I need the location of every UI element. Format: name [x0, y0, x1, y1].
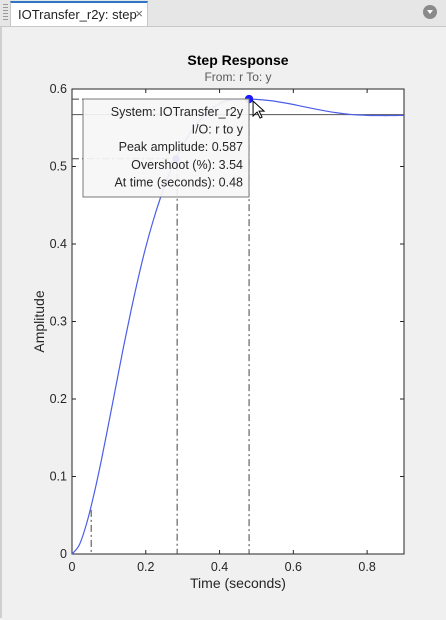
step-response-chart[interactable]: Step Response From: r To: y Time (second… — [4, 27, 442, 615]
tip-overshoot: Overshoot (%): 3.54 — [131, 158, 243, 172]
mouse-cursor-icon — [252, 99, 266, 119]
tab-bar: IOTransfer_r2y: step × — [0, 0, 446, 27]
y-tick-label: 0.5 — [50, 160, 67, 174]
chart-title: Step Response — [187, 52, 288, 68]
x-axis-label: Time (seconds) — [190, 575, 286, 591]
tab-label: IOTransfer_r2y: step — [18, 7, 137, 22]
y-tick-label: 0 — [60, 547, 67, 561]
axis-ticks: 0 0.2 0.4 0.6 0.8 0 0.1 0.2 0.3 0.4 0.5 0.6 — [50, 82, 404, 574]
tip-system: System: IOTransfer_r2y — [111, 105, 244, 119]
x-tick-label: 0 — [69, 560, 76, 574]
tip-time: At time (seconds): 0.48 — [114, 175, 243, 189]
y-tick-label: 0.6 — [50, 82, 67, 96]
panel-menu-icon[interactable] — [423, 5, 437, 19]
left-border — [0, 27, 2, 618]
tip-peak-amplitude: Peak amplitude: 0.587 — [119, 140, 243, 154]
tab-step-response[interactable]: IOTransfer_r2y: step × — [10, 1, 148, 26]
y-tick-label: 0.2 — [50, 392, 67, 406]
x-tick-label: 0.6 — [285, 560, 302, 574]
close-icon[interactable]: × — [135, 6, 143, 21]
x-tick-label: 0.4 — [211, 560, 228, 574]
x-tick-label: 0.8 — [358, 560, 375, 574]
y-tick-label: 0.1 — [50, 470, 67, 484]
chart-subtitle: From: r To: y — [204, 70, 271, 84]
figure-area: Step Response From: r To: y Time (second… — [4, 27, 442, 615]
data-tip[interactable]: System: IOTransfer_r2y I/O: r to y Peak … — [82, 98, 250, 198]
y-axis-label: Amplitude — [31, 290, 47, 352]
drag-grip-icon[interactable] — [3, 4, 8, 22]
y-tick-label: 0.3 — [50, 315, 67, 329]
y-tick-label: 0.4 — [50, 237, 67, 251]
tip-io: I/O: r to y — [192, 123, 244, 137]
x-tick-label: 0.2 — [137, 560, 154, 574]
